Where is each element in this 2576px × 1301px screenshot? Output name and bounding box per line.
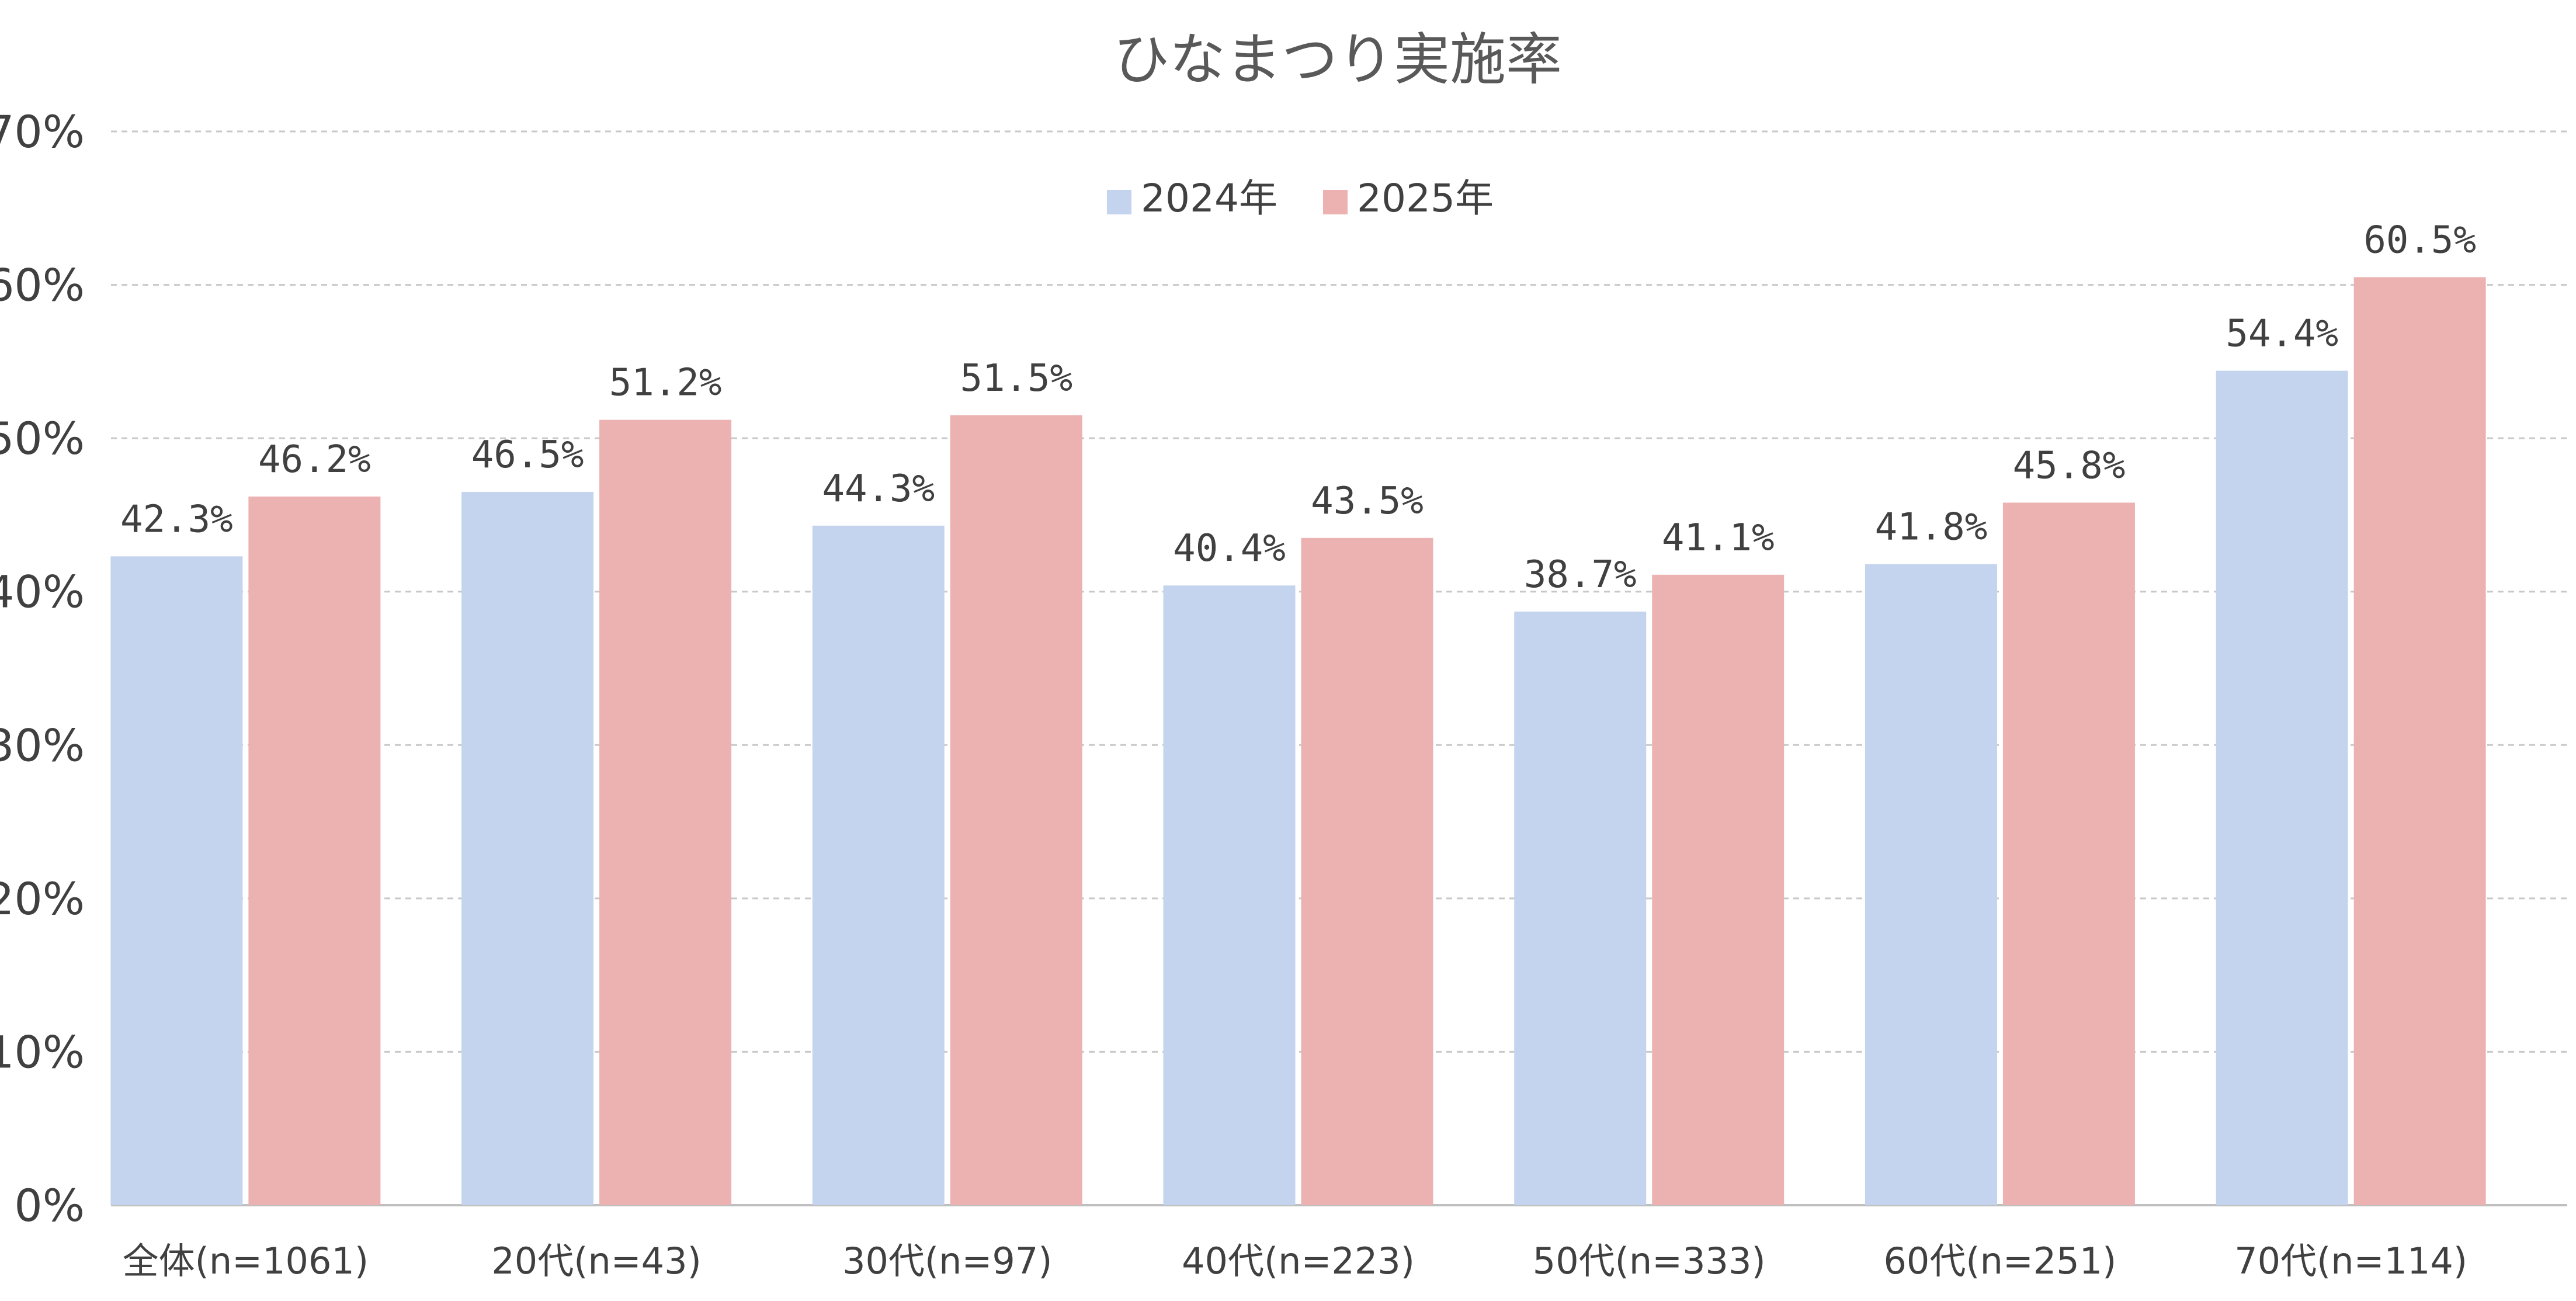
- y-tick-label: 40%: [0, 566, 85, 618]
- legend-label: 2024年: [1141, 176, 1277, 221]
- y-tick-label: 10%: [0, 1026, 85, 1078]
- y-tick-label: 30%: [0, 719, 85, 771]
- x-category-label: 50代(n=333): [1533, 1240, 1766, 1282]
- y-tick-label: 70%: [0, 106, 85, 158]
- data-label: 41.8%: [1875, 505, 1988, 549]
- x-category-label: 70代(n=114): [2234, 1240, 2467, 1282]
- bar-series-2024: [461, 492, 594, 1205]
- bar-series-2025: [2002, 502, 2135, 1205]
- data-label: 51.2%: [609, 362, 722, 405]
- y-tick-label: 0%: [14, 1179, 85, 1231]
- y-tick-label: 20%: [0, 873, 85, 925]
- y-axis-ticks: 0% 10% 20% 30% 40% 50% 60% 70%: [0, 106, 85, 1231]
- data-label: 46.5%: [471, 433, 584, 477]
- data-label: 51.5%: [960, 357, 1072, 400]
- data-label: 43.5%: [1311, 480, 1424, 523]
- bar-series-2025: [2353, 277, 2486, 1205]
- data-label: 60.5%: [2363, 218, 2476, 262]
- data-label: 46.2%: [258, 438, 371, 481]
- bar-series-2025: [599, 419, 732, 1205]
- chart-title: ひなまつり実施率: [1113, 27, 1562, 92]
- data-label: 38.7%: [1524, 553, 1637, 596]
- legend-swatch: [1323, 190, 1348, 214]
- bar-series-2024: [1865, 564, 1997, 1205]
- legend: 2024年 2025年: [1107, 176, 1494, 221]
- legend-label: 2025年: [1357, 176, 1494, 221]
- bar-series-2024: [110, 556, 243, 1205]
- bar-series-2024: [812, 525, 945, 1205]
- bar-series-2024: [2216, 370, 2348, 1205]
- data-label: 40.4%: [1173, 527, 1286, 570]
- data-label: 41.1%: [1662, 516, 1775, 560]
- y-tick-label: 60%: [0, 259, 85, 311]
- bar-series-2024: [1163, 585, 1296, 1205]
- data-label: 42.3%: [120, 498, 233, 541]
- y-tick-label: 50%: [0, 412, 85, 464]
- bar-series-2025: [950, 415, 1082, 1206]
- bars: [110, 277, 2486, 1206]
- legend-swatch: [1107, 190, 1131, 214]
- bar-series-2025: [1301, 537, 1433, 1206]
- x-category-label: 60代(n=251): [1883, 1240, 2116, 1282]
- x-category-label: 全体(n=1061): [123, 1240, 369, 1282]
- x-category-label: 30代(n=97): [842, 1240, 1052, 1282]
- x-category-label: 20代(n=43): [491, 1240, 701, 1282]
- x-axis-categories: 全体(n=1061) 20代(n=43) 30代(n=97) 40代(n=223) 50…: [123, 1240, 2467, 1282]
- bar-series-2024: [1514, 611, 1647, 1205]
- x-category-label: 40代(n=223): [1182, 1240, 1415, 1282]
- data-label: 54.4%: [2226, 313, 2338, 356]
- data-labels: 42.3% 46.2% 46.5% 51.2% 44.3% 51.5% 40.4% 43.5%…: [120, 218, 2476, 596]
- data-label: 44.3%: [822, 467, 935, 511]
- bar-series-2025: [248, 496, 381, 1206]
- data-label: 45.8%: [2013, 444, 2126, 487]
- bar-series-2025: [1652, 574, 1785, 1205]
